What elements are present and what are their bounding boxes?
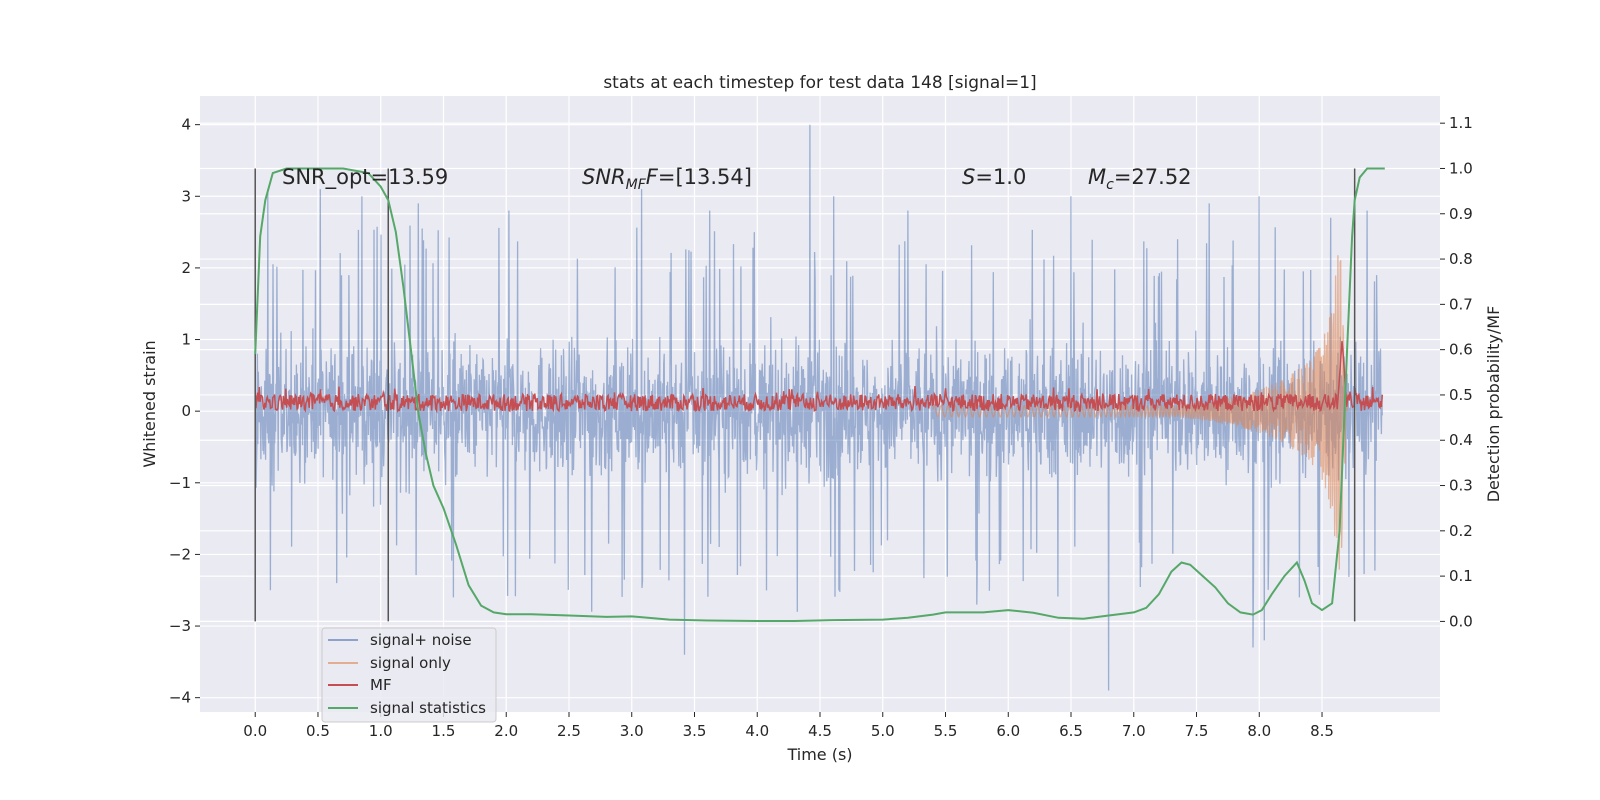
x-tick-label: 4.5 bbox=[808, 722, 832, 740]
annotation-mc-value: =27.52 bbox=[1114, 165, 1192, 189]
series-signal-statistics bbox=[254, 167, 1385, 622]
annotation-s-value: =1.0 bbox=[975, 165, 1026, 189]
annotation-mc-base: M bbox=[1088, 165, 1106, 189]
x-tick-label: 2.5 bbox=[557, 722, 581, 740]
y-axis-label: Whitened strain bbox=[140, 340, 159, 467]
annotation-snr-mf-base: SNR bbox=[582, 165, 626, 189]
legend: signal+ noise signal only MF signal stat… bbox=[321, 627, 497, 723]
x-tick-label: 5.0 bbox=[871, 722, 895, 740]
x-tick-label: 7.5 bbox=[1185, 722, 1209, 740]
series-signal-noise bbox=[254, 124, 1383, 691]
signal-statistics-line bbox=[254, 167, 1385, 622]
x-axis-label: Time (s) bbox=[786, 745, 852, 764]
y2-tick-label: 0.5 bbox=[1449, 386, 1473, 404]
x-tick-label: 6.5 bbox=[1059, 722, 1083, 740]
legend-label-signal-only: signal only bbox=[370, 654, 451, 672]
x-tick-label: 7.0 bbox=[1122, 722, 1146, 740]
x-tick-label: 8.5 bbox=[1310, 722, 1334, 740]
vertical-markers bbox=[254, 168, 1356, 622]
y2-tick-label: 0.0 bbox=[1449, 612, 1473, 630]
x-tick-label: 1.5 bbox=[432, 722, 456, 740]
y2-tick-label: 0.4 bbox=[1449, 431, 1473, 449]
y2-tick-label: 0.1 bbox=[1449, 567, 1473, 585]
y2-tick-label: 1.0 bbox=[1449, 159, 1473, 177]
annotation-snr-mf-sub: MF bbox=[626, 177, 647, 193]
annotation-snr-opt: SNR_opt=13.59 bbox=[282, 165, 448, 190]
x-tick-label: 6.0 bbox=[996, 722, 1020, 740]
y-tick-label: −2 bbox=[169, 545, 191, 563]
legend-box bbox=[321, 627, 497, 723]
y2-tick-label: 0.8 bbox=[1449, 250, 1473, 268]
y-tick-label: 3 bbox=[181, 187, 191, 205]
annotation-snr-mf-f: F bbox=[646, 165, 659, 189]
y2-tick-label: 0.6 bbox=[1449, 341, 1473, 359]
x-tick-label: 1.0 bbox=[369, 722, 393, 740]
annotation-snr-mf-value: =[13.54] bbox=[658, 165, 752, 189]
x-tick-label: 2.0 bbox=[494, 722, 518, 740]
y-tick-label: −4 bbox=[169, 689, 191, 707]
x-tick-label: 0.0 bbox=[243, 722, 267, 740]
x-tick-label: 4.0 bbox=[745, 722, 769, 740]
y-tick-label: −1 bbox=[169, 474, 191, 492]
series-mf bbox=[254, 341, 1384, 414]
y-tick-label: 1 bbox=[181, 331, 191, 349]
y2-tick-label: 0.3 bbox=[1449, 477, 1473, 495]
legend-label-signal-noise: signal+ noise bbox=[370, 631, 472, 649]
y-tick-label: 2 bbox=[181, 259, 191, 277]
x-tick-label: 3.5 bbox=[683, 722, 707, 740]
x-tick-label: 0.5 bbox=[306, 722, 330, 740]
y-tick-label: 0 bbox=[181, 402, 191, 420]
ticks: 0.0 0.5 1.0 1.5 2.0 2.5 3.0 3.5 4.0 4.5 5.0 5.5 6.0 6… bbox=[169, 114, 1473, 740]
y-tick-label: −3 bbox=[169, 617, 191, 635]
signal-noise-line bbox=[254, 124, 1383, 691]
y2-axis-label: Detection probability/MF bbox=[1484, 306, 1503, 503]
mf-line bbox=[254, 341, 1384, 414]
chart-title: stats at each timestep for test data 148… bbox=[603, 73, 1036, 93]
x-tick-label: 3.0 bbox=[620, 722, 644, 740]
annotation-mc: Mc=27.52 bbox=[1088, 165, 1192, 193]
annotation-s: S=1.0 bbox=[962, 165, 1026, 189]
y2-tick-label: 1.1 bbox=[1449, 114, 1473, 132]
y2-tick-label: 0.9 bbox=[1449, 205, 1473, 223]
x-tick-label: 8.0 bbox=[1247, 722, 1271, 740]
y2-tick-label: 0.7 bbox=[1449, 295, 1473, 313]
annotation-s-base: S bbox=[962, 165, 975, 189]
x-tick-label: 5.5 bbox=[934, 722, 958, 740]
y-tick-label: 4 bbox=[181, 116, 191, 134]
annotation-snr-mf: SNRMFF=[13.54] bbox=[582, 165, 752, 193]
plot-series bbox=[254, 124, 1385, 691]
y2-tick-label: 0.2 bbox=[1449, 522, 1473, 540]
legend-label-mf: MF bbox=[370, 676, 392, 694]
annotation-mc-sub: c bbox=[1106, 177, 1114, 193]
legend-label-signal-statistics: signal statistics bbox=[370, 699, 486, 717]
